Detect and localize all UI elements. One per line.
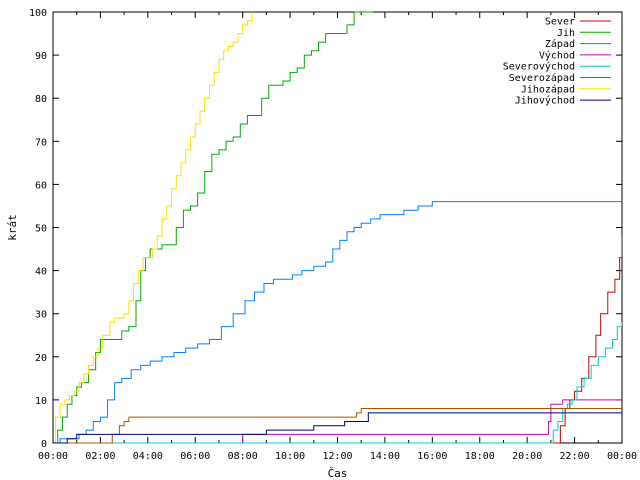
y-tick-label: 40 bbox=[35, 267, 47, 278]
series-line-severovýchod bbox=[53, 322, 622, 444]
y-tick-label: 0 bbox=[41, 439, 47, 450]
x-tick-label: 12:00 bbox=[322, 451, 352, 462]
legend-label: Severovýchod bbox=[503, 61, 575, 73]
series-line-jih bbox=[53, 11, 374, 444]
legend-label: Sever bbox=[545, 17, 575, 28]
y-axis-label: krát bbox=[6, 214, 19, 241]
x-tick-label: 22:00 bbox=[560, 451, 590, 462]
series-lines bbox=[53, 11, 622, 444]
y-tick-label: 90 bbox=[35, 51, 47, 62]
y-tick-label: 60 bbox=[35, 180, 47, 191]
y-tick-label: 20 bbox=[35, 353, 47, 364]
y-tick-label: 100 bbox=[29, 8, 47, 19]
y-tick-label: 30 bbox=[35, 310, 47, 321]
x-axis-label: Čas bbox=[328, 467, 348, 480]
x-tick-label: 14:00 bbox=[370, 451, 400, 462]
series-line-západ bbox=[53, 201, 622, 444]
legend-label: Severozápad bbox=[509, 72, 575, 84]
y-tick-label: 80 bbox=[35, 94, 47, 105]
series-line-jihovýchod bbox=[53, 412, 622, 444]
legend: SeverJihZápadVýchodSeverovýchodSeverozáp… bbox=[503, 17, 611, 107]
x-tick-label: 06:00 bbox=[180, 451, 210, 462]
x-tick-label: 02:00 bbox=[85, 451, 115, 462]
x-tick-label: 08:00 bbox=[228, 451, 258, 462]
x-tick-label: 04:00 bbox=[133, 451, 163, 462]
series-line-východ bbox=[53, 399, 622, 444]
series-line-sever bbox=[53, 236, 622, 444]
legend-label: Jihovýchod bbox=[515, 95, 575, 107]
legend-label: Východ bbox=[539, 49, 575, 61]
y-tick-labels: 0 10 20 30 40 50 60 70 80 90 100 bbox=[29, 8, 47, 450]
grid-ticks bbox=[52, 11, 623, 444]
y-tick-label: 10 bbox=[35, 396, 47, 407]
x-tick-label: 00:00 bbox=[38, 451, 68, 462]
x-tick-label: 10:00 bbox=[275, 451, 305, 462]
x-tick-label: 18:00 bbox=[465, 451, 495, 462]
legend-label: Jih bbox=[557, 28, 575, 39]
legend-label: Jihozápad bbox=[521, 83, 575, 95]
x-tick-label: 00:00 bbox=[607, 451, 637, 462]
x-tick-label: 20:00 bbox=[512, 451, 542, 462]
series-line-jihozápad bbox=[53, 12, 253, 444]
x-tick-labels: 00:00 02:00 04:00 06:00 08:00 10:00 12:00 14:00… bbox=[38, 451, 637, 462]
y-tick-label: 50 bbox=[35, 224, 47, 235]
x-tick-label: 16:00 bbox=[417, 451, 447, 462]
series-line-severozápad bbox=[53, 408, 622, 444]
y-tick-label: 70 bbox=[35, 137, 47, 148]
legend-label: Západ bbox=[545, 38, 575, 50]
